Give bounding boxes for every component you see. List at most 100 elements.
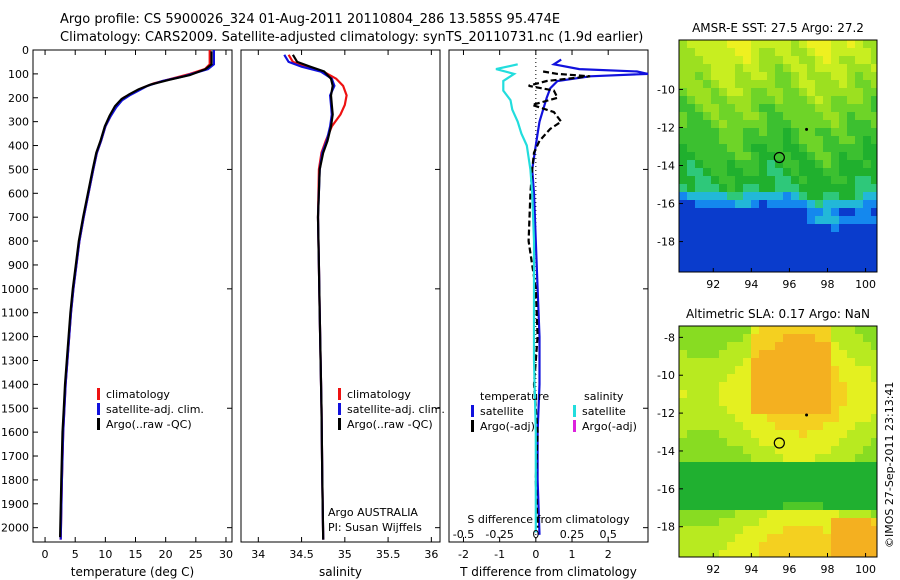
map-cell bbox=[815, 88, 823, 96]
map-cell bbox=[751, 542, 759, 550]
map-cell bbox=[767, 160, 775, 168]
map-cell bbox=[839, 382, 847, 390]
map-cell bbox=[679, 350, 687, 358]
map-cell bbox=[759, 248, 767, 256]
map-cell bbox=[863, 430, 871, 438]
map-cell bbox=[855, 248, 863, 256]
map-cell bbox=[743, 176, 751, 184]
map-cell bbox=[759, 240, 767, 248]
map-cell bbox=[783, 374, 791, 382]
map-cell bbox=[783, 216, 791, 224]
map-cell bbox=[719, 160, 727, 168]
map-cell bbox=[855, 446, 863, 454]
map-cell bbox=[775, 88, 783, 96]
series-line-0 bbox=[59, 50, 211, 540]
map-cell bbox=[703, 342, 711, 350]
map-cell bbox=[719, 176, 727, 184]
map-cell bbox=[679, 358, 687, 366]
map-cell bbox=[839, 168, 847, 176]
map-cell bbox=[815, 152, 823, 160]
map-cell bbox=[687, 48, 695, 56]
map-cell bbox=[815, 342, 823, 350]
map-cell bbox=[815, 406, 823, 414]
map-cell bbox=[767, 382, 775, 390]
map-cell bbox=[855, 120, 863, 128]
map-cell bbox=[735, 350, 743, 358]
map-cell bbox=[679, 128, 687, 136]
map-cell bbox=[711, 350, 719, 358]
map-cell bbox=[871, 144, 877, 152]
map-cell bbox=[791, 96, 799, 104]
map-cell bbox=[847, 168, 855, 176]
map-cell bbox=[775, 454, 783, 462]
map-cell bbox=[679, 192, 687, 200]
map-cell bbox=[703, 438, 711, 446]
map-cell bbox=[799, 390, 807, 398]
map-cell bbox=[799, 224, 807, 232]
map-cell bbox=[799, 534, 807, 542]
map-cell bbox=[679, 478, 687, 486]
map-cell bbox=[815, 48, 823, 56]
map-cell bbox=[679, 398, 687, 406]
map-cell bbox=[863, 144, 871, 152]
map-cell bbox=[743, 256, 751, 264]
map-cell bbox=[799, 358, 807, 366]
map-cell bbox=[847, 248, 855, 256]
map-cell bbox=[847, 366, 855, 374]
map-cell bbox=[823, 232, 831, 240]
map-cell bbox=[759, 390, 767, 398]
map-cell bbox=[847, 470, 855, 478]
map-cell bbox=[711, 374, 719, 382]
map-cell bbox=[863, 542, 871, 550]
map-cell bbox=[855, 470, 863, 478]
map-cell bbox=[871, 176, 877, 184]
map-cell bbox=[679, 550, 687, 557]
map-cell bbox=[719, 414, 727, 422]
map-cell bbox=[847, 358, 855, 366]
map-cell bbox=[703, 398, 711, 406]
map-cell bbox=[767, 502, 775, 510]
map-cell bbox=[679, 224, 687, 232]
map-cell bbox=[823, 64, 831, 72]
map-cell bbox=[679, 72, 687, 80]
map-cell bbox=[847, 398, 855, 406]
legend-label: satellite bbox=[582, 405, 626, 418]
legend-header: salinity bbox=[584, 390, 624, 403]
map-cell bbox=[847, 112, 855, 120]
map-cell bbox=[719, 208, 727, 216]
map-cell bbox=[775, 256, 783, 264]
map-cell bbox=[799, 80, 807, 88]
map-cell bbox=[719, 152, 727, 160]
map-cell bbox=[799, 406, 807, 414]
map-cell bbox=[751, 248, 759, 256]
map-cell bbox=[695, 494, 703, 502]
map-cell bbox=[847, 160, 855, 168]
map-cell bbox=[823, 422, 831, 430]
map-cell bbox=[719, 80, 727, 88]
map-cell bbox=[855, 56, 863, 64]
map-cell bbox=[711, 248, 719, 256]
map-cell bbox=[743, 80, 751, 88]
map-cell bbox=[871, 462, 877, 470]
sst-map-panel: AMSR-E SST: 27.5 Argo: 27.292 94 96 98 100-1… bbox=[657, 21, 878, 291]
map-cell bbox=[695, 136, 703, 144]
map-cell bbox=[791, 326, 799, 334]
map-cell bbox=[783, 208, 791, 216]
map-cell bbox=[711, 526, 719, 534]
map-cell bbox=[823, 184, 831, 192]
map-cell bbox=[863, 168, 871, 176]
map-cell bbox=[815, 96, 823, 104]
map-cell bbox=[703, 184, 711, 192]
map-cell bbox=[735, 486, 743, 494]
map-cell bbox=[679, 470, 687, 478]
map-cell bbox=[703, 526, 711, 534]
map-cell bbox=[791, 350, 799, 358]
map-cell bbox=[791, 550, 799, 557]
map-cell bbox=[791, 494, 799, 502]
map-cell bbox=[751, 120, 759, 128]
map-cell bbox=[783, 144, 791, 152]
map-cell bbox=[855, 184, 863, 192]
map-cell bbox=[847, 382, 855, 390]
map-cell bbox=[839, 526, 847, 534]
map-cell bbox=[807, 64, 815, 72]
